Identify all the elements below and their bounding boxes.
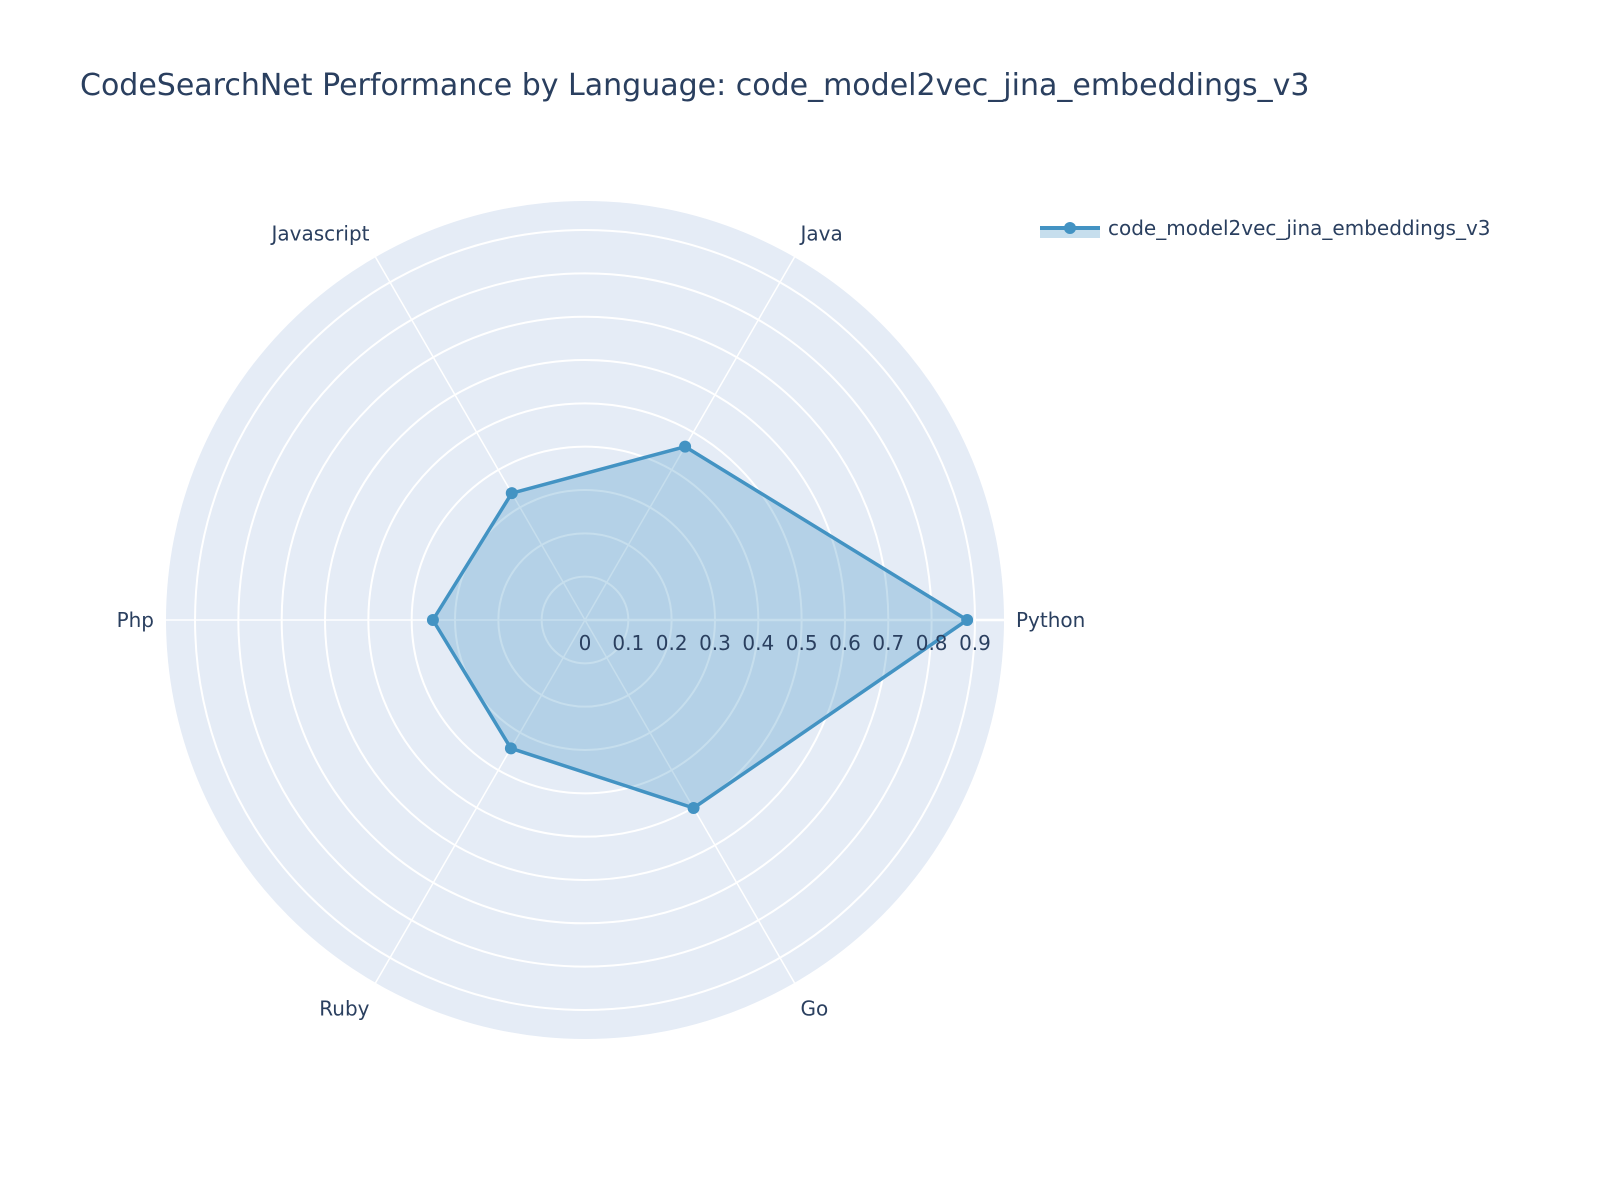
data-point[interactable] xyxy=(687,801,700,814)
angular-label-go: Go xyxy=(801,996,829,1020)
angular-label-javascript: Javascript xyxy=(270,222,370,246)
legend-label: code_model2vec_jina_embeddings_v3 xyxy=(1108,216,1491,240)
angular-label-php: Php xyxy=(117,608,154,632)
legend-item[interactable]: code_model2vec_jina_embeddings_v3 xyxy=(1040,216,1491,240)
data-series[interactable] xyxy=(426,440,974,814)
data-point[interactable] xyxy=(426,614,439,626)
angular-label-python: Python xyxy=(1016,608,1085,632)
radial-tick-label: 0.5 xyxy=(786,631,818,655)
data-point[interactable] xyxy=(504,742,517,755)
angular-label-ruby: Ruby xyxy=(319,996,369,1020)
angular-label-java: Java xyxy=(799,222,843,246)
radial-tick-label: 0.8 xyxy=(916,631,948,655)
radial-tick-label: 0.7 xyxy=(872,631,904,655)
radial-tick-label: 0.1 xyxy=(612,631,644,655)
legend-line-marker-icon xyxy=(1040,218,1100,238)
radial-tick-label: 0.2 xyxy=(656,631,688,655)
radial-tick-label: 0.6 xyxy=(829,631,861,655)
data-point[interactable] xyxy=(505,487,518,500)
data-point[interactable] xyxy=(679,440,692,453)
radial-axis-ticks: 0 0.1 0.2 0.3 0.4 0.5 0.6 0.7 0.8 0.9 xyxy=(579,631,991,655)
radial-tick-label: 0.4 xyxy=(742,631,774,655)
radial-tick-label: 0.9 xyxy=(959,631,991,655)
radial-tick-label: 0 xyxy=(579,631,592,655)
polar-grid xyxy=(166,229,1004,1011)
data-point[interactable] xyxy=(961,614,974,626)
angular-axis-labels: Python Java Javascript Php Ruby Go xyxy=(117,222,1086,1021)
radial-tick-label: 0.3 xyxy=(699,631,731,655)
chart-title: CodeSearchNet Performance by Language: c… xyxy=(80,68,1310,103)
